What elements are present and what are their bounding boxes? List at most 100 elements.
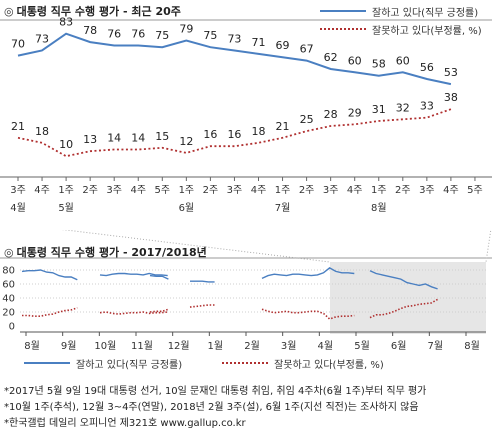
chart1-positive-data-label: 70	[11, 38, 25, 51]
chart2-negative-segment	[99, 311, 168, 315]
chart2-zoom-connector-left	[61, 230, 331, 263]
chart1-x-week-label: 5주	[467, 185, 483, 196]
chart1-legend-negative: 잘못하고 있다(부정률, %)	[320, 20, 482, 38]
chart1-negative-data-label: 13	[83, 133, 97, 146]
chart2-positive-segment	[21, 269, 78, 281]
chart1-x-week-label: 2주	[395, 185, 411, 196]
chart1-x-week-label: 4주	[34, 185, 50, 196]
chart2-positive-segment	[369, 270, 438, 290]
chart2-x-month-label: 4월	[318, 340, 334, 352]
chart1-x-week-label: 1주	[179, 185, 195, 196]
chart1-negative-data-label: 15	[155, 130, 169, 143]
chart1-plot: 3주 4월 4주 1주 5월 2주 3주 4주 5주 1주 6월 2주 3주 4주 1주 7월 2주 3주 4주 1주…	[0, 16, 492, 214]
legend-solid-line-icon	[24, 362, 70, 364]
chart1-negative-data-label: 12	[179, 135, 193, 148]
chart1-x-week-label: 4주	[443, 185, 459, 196]
chart2-x-month-label: 5월	[354, 340, 370, 352]
chart2-y-tick-label: 0	[9, 322, 15, 333]
chart1-negative-data-label: 32	[396, 101, 410, 114]
chart1-positive-data-label: 73	[227, 33, 241, 46]
chart2-positive-segment	[261, 267, 355, 280]
chart1-x-week-label: 3주	[106, 185, 122, 196]
chart2-x-month-label: 9월	[61, 340, 77, 352]
chart2-x-month-label: 10월	[94, 340, 116, 352]
chart1-legend-positive: 잘하고 있다(직무 긍정률)	[320, 2, 482, 20]
chart2-plot: 0 20 40 60 80 8월 9월 10월 11월 12월 1월 2월 3월 4월 5월 6월 7월 8월	[0, 230, 492, 352]
chart1-negative-data-label: 14	[107, 132, 121, 145]
chart1-positive-data-label: 76	[107, 27, 121, 40]
chart1-x-week-label: 2주	[299, 185, 315, 196]
chart1-positive-data-label: 75	[155, 29, 169, 42]
chart2-y-tick-label: 20	[2, 308, 15, 319]
chart1-x-week-label: 3주	[419, 185, 435, 196]
chart1-x-week-label: 3주	[323, 185, 339, 196]
chart2-x-month-label: 8월	[464, 340, 480, 352]
chart2-x-month-label: 6월	[391, 340, 407, 352]
chart1-negative-data-label: 38	[444, 91, 458, 104]
footnote-1: *2017년 5월 9일 19대 대통령 선거, 10일 문재인 대통령 취임,…	[4, 386, 427, 397]
chart2-positive-segment	[149, 274, 169, 280]
chart1-positive-data-label: 56	[420, 61, 434, 74]
chart1-positive-data-label: 58	[372, 58, 386, 71]
chart1-positive-data-label: 69	[276, 39, 290, 52]
legend-dotted-line-icon	[222, 362, 269, 364]
chart1-negative-data-label: 29	[348, 106, 362, 119]
chart1-positive-data-label: 83	[59, 16, 73, 29]
chart1-negative-data-label: 21	[11, 120, 25, 133]
chart1-negative-line	[17, 108, 452, 158]
chart1-positive-data-label: 73	[35, 33, 49, 46]
chart2-x-month-label: 8월	[24, 340, 40, 352]
chart1-x-week-label: 1주	[371, 185, 387, 196]
chart2-y-tick-label: 40	[2, 294, 15, 305]
chart1-negative-data-label: 33	[420, 100, 434, 113]
chart1-title-mark: ◎	[4, 5, 14, 18]
chart2-legend: 잘하고 있다(직무 긍정률) 잘못하고 있다(부정률, %)	[24, 354, 384, 372]
chart1-negative-data-label: 31	[372, 103, 386, 116]
legend-dotted-line-icon	[320, 28, 366, 30]
chart1-x-week-label: 4주	[347, 185, 363, 196]
chart1-negative-data-label: 25	[300, 113, 314, 126]
chart1-x-week-label: 4주	[251, 185, 267, 196]
chart2-x-month-label: 3월	[281, 340, 297, 352]
chart2-positive-segment	[190, 280, 215, 283]
chart1-x-month-label: 8월	[371, 202, 387, 214]
legend-solid-line-icon	[320, 10, 366, 12]
chart2-x-month-label: 7월	[428, 340, 444, 352]
chart1-positive-data-label: 67	[300, 43, 314, 56]
footnote-2: *10월 1주(추석), 12월 3~4주(연말), 2018년 2월 3주(설…	[4, 402, 419, 413]
footnote-3: *한국갤럽 데일리 오피니언 제321호 www.gallup.co.kr	[4, 418, 246, 429]
chart2-legend-positive: 잘하고 있다(직무 긍정률)	[24, 354, 182, 372]
chart1-x-week-label: 2주	[82, 185, 98, 196]
chart2-x-month-label: 1월	[208, 340, 224, 352]
chart1-x-week-label: 1주	[58, 185, 74, 196]
chart1-x-month-label: 4월	[10, 202, 26, 214]
chart1-x-week-label: 2주	[203, 185, 219, 196]
chart1-negative-data-label: 21	[276, 120, 290, 133]
chart1-positive-data-label: 60	[348, 54, 362, 67]
chart1-x-month-label: 6월	[179, 202, 195, 214]
chart1-x-week-label: 4주	[130, 185, 146, 196]
chart1-x-week-label: 5주	[155, 185, 171, 196]
chart2-negative-segment	[22, 307, 78, 317]
chart2-x-month-label: 11월	[131, 340, 153, 352]
chart1-x-month-label: 7월	[275, 202, 291, 214]
chart1-positive-data-label: 62	[324, 51, 338, 64]
chart2-zoom-connector-right	[485, 230, 492, 263]
chart1-positive-line	[17, 32, 452, 86]
chart1-title: ◎ 대통령 직무 수행 평가 - 최근 20주	[4, 5, 181, 18]
chart1-positive-data-label: 76	[131, 27, 145, 40]
chart1-negative-data-label: 16	[227, 128, 241, 141]
chart1-positive-data-label: 78	[83, 24, 97, 37]
chart1-negative-data-label: 16	[203, 128, 217, 141]
chart1-negative-data-label: 14	[131, 132, 145, 145]
chart2-legend-negative: 잘못하고 있다(부정률, %)	[222, 354, 384, 372]
chart1-positive-data-label: 75	[203, 29, 217, 42]
chart1-legend: 잘하고 있다(직무 긍정률) 잘못하고 있다(부정률, %)	[320, 2, 482, 38]
chart1-x-week-label: 3주	[10, 185, 26, 196]
chart2-title: ◎ 대통령 직무 수행 평가 - 2017/2018년	[4, 246, 207, 259]
chart2-y-tick-label: 80	[2, 266, 15, 277]
chart1-x-week-label: 3주	[227, 185, 243, 196]
chart2-positive-segment	[99, 272, 168, 277]
chart2-title-mark: ◎	[4, 246, 14, 259]
chart2-x-month-label: 12월	[168, 340, 190, 352]
